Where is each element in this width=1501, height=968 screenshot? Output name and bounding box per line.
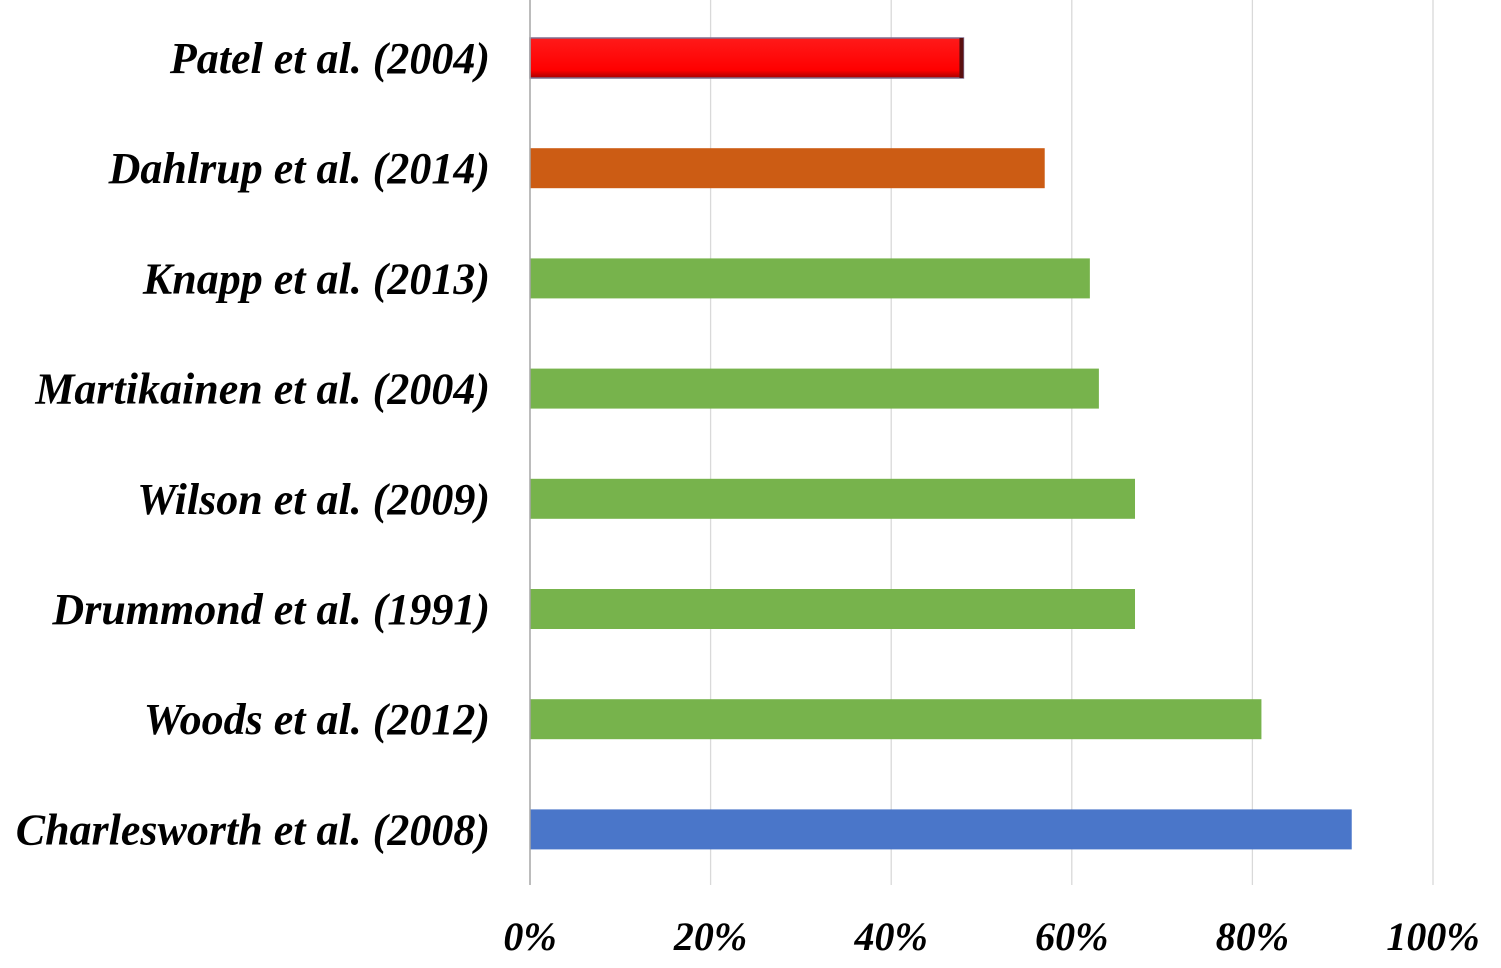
x-tick-label: 20% <box>673 914 747 959</box>
category-labels: Patel et al. (2004) Dahlrup et al. (2014)… <box>16 34 490 854</box>
category-label: Woods et al. (2012) <box>144 695 490 744</box>
tick-labels: 0% 20% 40% 60% 80% 100% <box>503 914 1479 959</box>
category-label: Patel et al. (2004) <box>169 34 490 83</box>
bar <box>530 148 1045 189</box>
x-tick-label: 80% <box>1216 914 1289 959</box>
bar <box>530 258 1090 299</box>
category-label: Charlesworth et al. (2008) <box>16 805 490 854</box>
bars <box>529 37 1352 850</box>
category-label: Martikainen et al. (2004) <box>34 365 490 414</box>
bar <box>530 368 1099 409</box>
category-label: Wilson et al. (2009) <box>137 475 490 524</box>
bar <box>530 589 1136 629</box>
bar <box>530 809 1352 850</box>
category-label: Dahlrup et al. (2014) <box>108 144 490 193</box>
category-label: Knapp et al. (2013) <box>142 254 490 303</box>
bar <box>530 478 1136 519</box>
bar <box>529 37 965 79</box>
x-tick-label: 100% <box>1386 914 1479 959</box>
bar <box>530 699 1262 740</box>
gridlines <box>709 0 1434 885</box>
category-label: Drummond et al. (1991) <box>51 585 490 634</box>
x-tick-label: 0% <box>503 914 556 959</box>
x-tick-label: 40% <box>854 914 928 959</box>
x-tick-label: 60% <box>1035 914 1108 959</box>
bar-edge <box>959 38 964 78</box>
